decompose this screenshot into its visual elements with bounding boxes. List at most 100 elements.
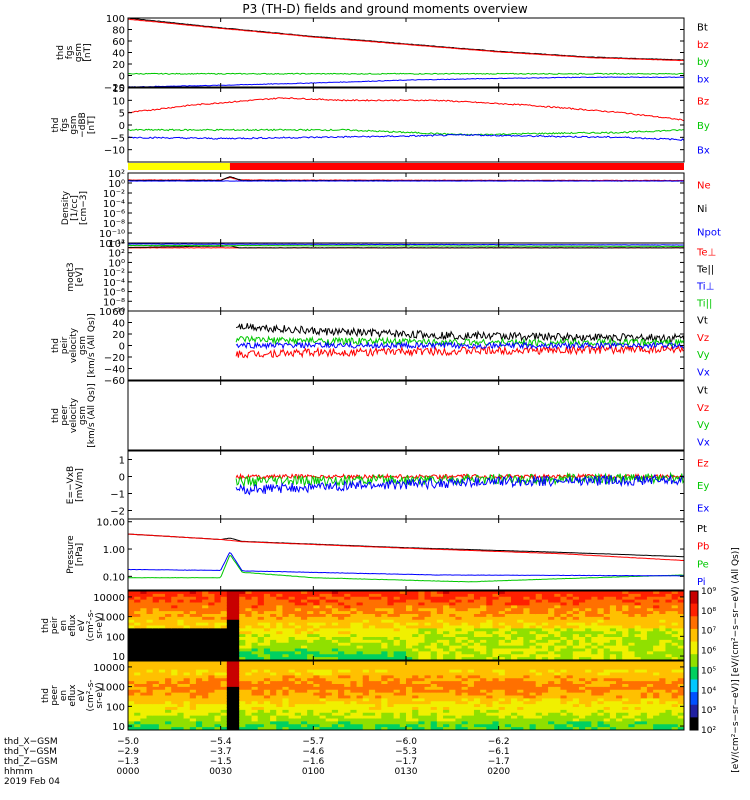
series-line-pressure (128, 552, 684, 577)
panel-frame (127, 450, 685, 520)
legend-temperature: Ti|| (696, 299, 712, 310)
legend-fgs_gsm_mag: by (697, 57, 709, 68)
y-axis-label: fgs (60, 118, 70, 132)
colorbar-frame (689, 590, 699, 731)
y-axis-label: thd (51, 408, 61, 423)
legend-peir_velocity: Vy (697, 350, 710, 361)
y-tick-label: 10² (108, 249, 125, 260)
y-tick-label: 60 (112, 37, 125, 48)
colorbar-tick: 10² (701, 726, 716, 736)
y-tick-label: 10.00 (96, 518, 125, 529)
y-axis-label: [km/s (All Qs)] (87, 313, 97, 377)
colorbar-tick: 10⁵ (701, 666, 716, 676)
y-axis-label: [nT] (83, 43, 93, 61)
x-axis-date: 2019 Feb 04 (4, 777, 60, 787)
panel-peir_eflux: 10000 1000 100 10 thd peir en eflux eV (cm²-s-sr-… (41, 590, 685, 663)
legend-peer_velocity: Vt (697, 386, 708, 397)
x-axis-value: −1.3 (117, 757, 139, 767)
y-tick-label: 10⁻⁴ (103, 199, 125, 210)
legend-efield: Ez (697, 458, 709, 469)
colorbar: 10⁹ 10⁸ 10⁷ 10⁶ 10⁵ 10⁴ 10³ 10² [eV/(cm²−s−sr−eV… (689, 547, 741, 773)
x-axis-value: −1.7 (488, 757, 510, 767)
x-axis-value: 0100 (302, 767, 325, 777)
series-line-fgs_gsm_dbb (128, 133, 684, 141)
y-axis-label: sr-eV) (95, 682, 105, 708)
y-axis-label: eV (77, 689, 87, 702)
colorbar-label: [eV/(cm²−s−sr−eV)] [eV/(cm²−s−sr−eV) (Al… (731, 547, 741, 773)
y-tick-label: 100 (106, 702, 125, 713)
series-line-efield (235, 473, 684, 496)
legend-temperature: Te⊥ (696, 248, 716, 259)
y-axis-label: [nT] (87, 116, 97, 134)
colorbar-tick: 10⁴ (701, 686, 716, 696)
series-line-pressure (128, 533, 684, 562)
x-axis-row-label: thd_Z−GSM (4, 757, 58, 767)
y-tick-label: 10⁻⁶ (103, 209, 125, 220)
y-axis-label: en (59, 690, 69, 701)
series-line-efield (235, 471, 684, 488)
y-axis-label: fgs (65, 45, 75, 59)
y-axis-label: −dBB (78, 112, 88, 138)
legend-temperature: Ti⊥ (696, 282, 714, 293)
legend-fgs_gsm_mag: Bt (697, 23, 708, 34)
legend-density: Ne (697, 181, 711, 192)
x-axis-value: 0200 (487, 767, 510, 777)
panel-frame (127, 242, 685, 312)
panel-density: 10²10⁰10⁻²10⁻⁴10⁻⁶10⁻⁸10⁻¹⁰10⁻¹²Density[… (61, 169, 721, 250)
series-line-fgs_gsm_mag (128, 18, 684, 62)
series-line-peir_velocity (235, 322, 684, 343)
y-tick-label: 0 (119, 473, 125, 484)
legend-peer_velocity: Vy (697, 420, 710, 431)
y-tick-label: −20 (104, 353, 125, 364)
legend-temperature: Te|| (696, 265, 714, 276)
y-tick-label: 15 (112, 84, 125, 95)
y-tick-label: 10⁻⁸ (103, 297, 125, 308)
y-axis-label: thd (41, 688, 51, 703)
legend-fgs_gsm_dbb: Bz (697, 96, 709, 107)
y-axis-label: E=−VxB (66, 466, 76, 504)
spectrogram (128, 661, 684, 730)
series-line-pressure (128, 533, 684, 558)
y-tick-label: 0.10 (103, 572, 125, 583)
y-tick-label: 10⁰ (108, 258, 125, 269)
x-axis-value: 0030 (209, 767, 232, 777)
y-tick-label: 1000 (100, 683, 125, 694)
y-axis-label: velocity (69, 327, 79, 363)
y-tick-label: 10⁻⁸ (103, 219, 125, 230)
y-axis-label: sr-eV) (95, 612, 105, 638)
y-axis-label: Density (61, 190, 71, 225)
x-axis-value: 0000 (117, 767, 140, 777)
x-axis-value: −5.3 (395, 747, 417, 757)
y-axis-label: thd (51, 118, 61, 133)
panel-frame (127, 172, 685, 244)
y-tick-label: 100 (106, 14, 125, 25)
colorbar-tick: 10³ (701, 706, 716, 716)
legend-density: Npot (697, 227, 721, 238)
y-axis-label: (cm²-s- (86, 679, 96, 711)
legend-efield: Ex (697, 504, 709, 515)
y-tick-label: 10² (108, 169, 125, 180)
y-tick-label: −40 (104, 365, 125, 376)
colorbar-tick: 10⁷ (701, 627, 716, 637)
panel-pressure: 10.00 1.00 0.10 Pressure [nPa] Pt Pb Pe Pi (66, 518, 709, 591)
y-tick-label: −10 (104, 146, 125, 157)
panel-peer_velocity: thd peer velocity gsm [km/s (All Qs)] Vt Vz Vy V… (51, 380, 710, 451)
series-line-fgs_gsm_mag (128, 72, 684, 75)
legend-fgs_gsm_dbb: Bx (697, 146, 710, 157)
colorbar-tick: 10⁹ (701, 587, 716, 597)
y-tick-label: 10⁰ (108, 179, 125, 190)
legend-peer_velocity: Vx (697, 437, 710, 448)
y-axis-label: [mV/m] (75, 468, 85, 502)
y-tick-label: 20 (112, 60, 125, 71)
x-axis-value: −5.0 (117, 737, 139, 747)
mode-bar-segment (128, 163, 230, 170)
spectrogram (128, 591, 684, 660)
x-axis-value: −4.6 (302, 747, 324, 757)
y-tick-label: 60 (112, 307, 125, 318)
y-axis-label: thd (41, 618, 51, 633)
x-axis-value: −3.7 (210, 747, 232, 757)
